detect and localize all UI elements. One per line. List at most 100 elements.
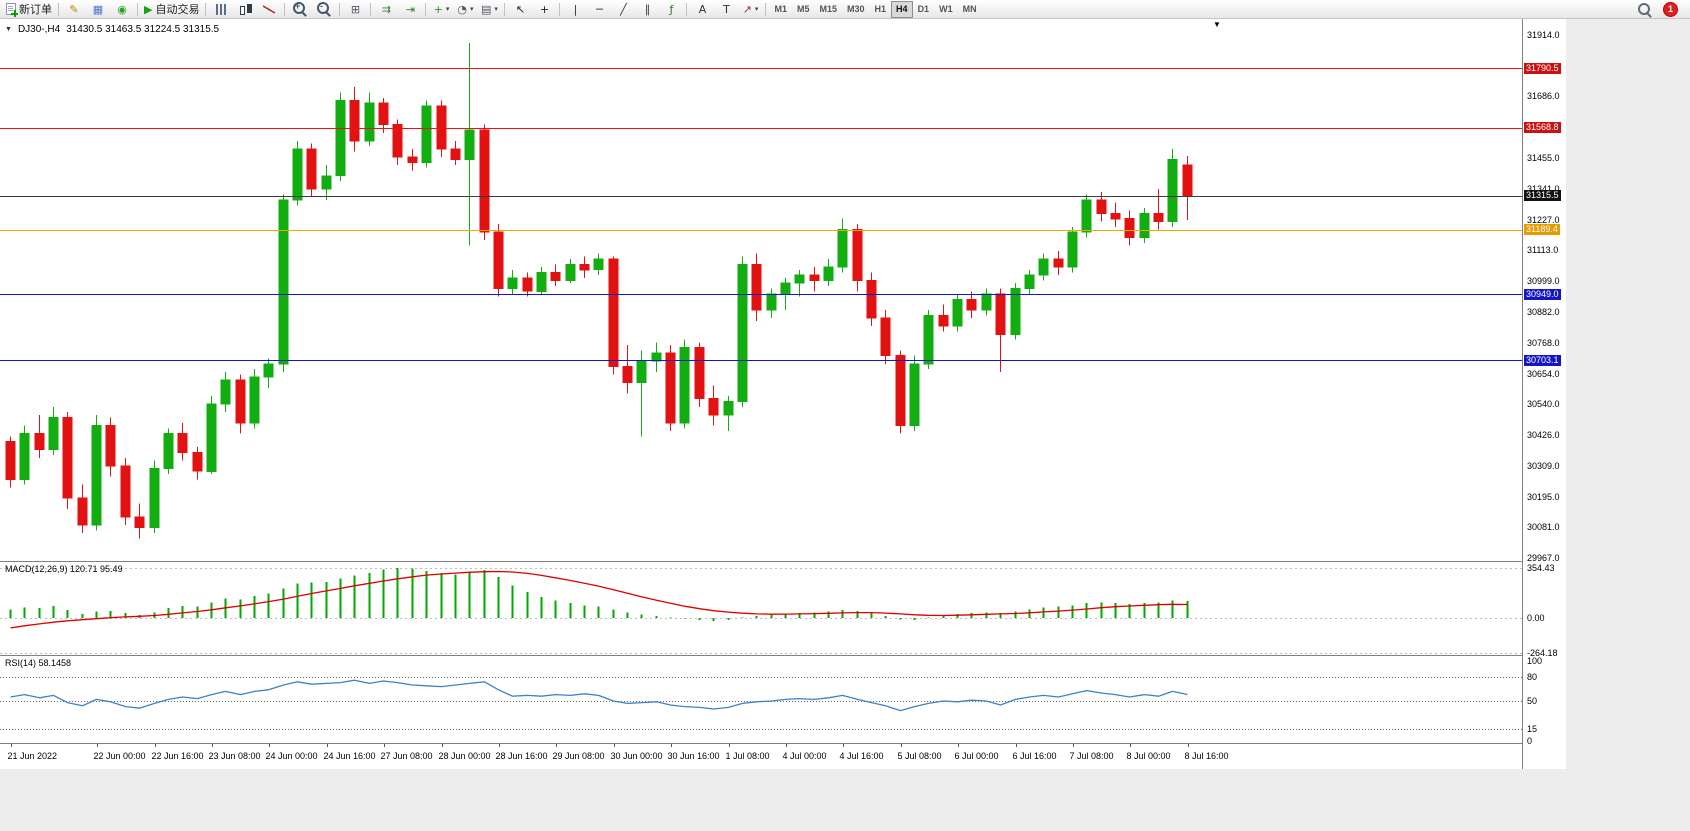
toolbar-separator [686,2,688,16]
time-axis-label: 30 Jun 16:00 [667,751,720,761]
price-axis-tick: 31914.0 [1527,30,1560,40]
metaeditor-button[interactable]: ✎ [62,1,86,18]
channel-button[interactable]: ∥ [635,1,659,18]
time-axis-tick [441,744,443,747]
autotrading-icon: ▶ [144,2,153,16]
bar-chart-icon [215,3,227,15]
time-axis-label: 29 Jun 08:00 [552,751,605,761]
zoom-in-button[interactable] [288,1,312,18]
candlestick-series [5,42,1193,539]
search-button[interactable] [1632,1,1656,18]
toolbar-separator [205,2,207,16]
toolbar-separator [559,2,561,16]
timeframe-d1-button[interactable]: D1 [917,4,930,14]
time-axis-tick [1015,744,1017,747]
zoom-out-icon [316,2,329,14]
bar-chart-button[interactable] [209,1,233,18]
trendline-icon: ╱ [620,2,627,16]
text-label-icon: T [723,2,730,16]
time-axis-label: 27 Jun 08:00 [380,751,433,761]
toolbar-separator [58,2,59,16]
time-axis-label: 22 Jun 16:00 [151,751,204,761]
time-axis-tick [154,744,156,747]
macd-axis-label: 354.43 [1527,563,1555,573]
time-axis-label: 28 Jun 16:00 [495,751,548,761]
chart-ohlc-readout: ▼ DJ30-,H4 31430.5 31463.5 31224.5 31315… [5,24,219,35]
fibonacci-button[interactable]: ƒ [659,1,683,18]
text-button[interactable]: A [690,1,714,18]
templates-button[interactable]: ▤ ▾ [477,1,501,18]
new-order-button[interactable]: 新订单 [3,1,55,18]
chart-symbol-period: DJ30-,H4 [17,24,61,35]
timeframe-m1-button[interactable]: M1 [774,4,787,14]
time-axis-tick [326,744,328,747]
timeframe-m30-button[interactable]: M30 [847,4,865,14]
time-axis-tick [613,744,615,747]
autotrading-button[interactable]: ▶ 自动交易 [141,1,202,18]
autotrading-label: 自动交易 [155,4,200,16]
text-label-button[interactable]: T [714,1,738,18]
chart-shift-button[interactable]: ⇥ [398,1,422,18]
chart-canvas[interactable]: ▼ DJ30-,H4 31430.5 31463.5 31224.5 31315… [0,19,1522,743]
time-axis-tick [1072,744,1074,747]
timeframe-mn-button[interactable]: MN [962,4,977,14]
notification-badge[interactable]: 1 [1663,1,1678,17]
price-axis-tick: 31341.0 [1527,183,1560,194]
time-axis-label: 6 Jul 16:00 [1012,751,1057,761]
rsi-axis-label: 50 [1527,696,1538,706]
signals-icon: ◉ [117,2,127,16]
time-axis[interactable]: 21 Jun 2022 22 Jun 00:00 22 Jun 16:00 23 Ju… [0,743,1522,769]
chevron-down-icon: ▾ [445,5,450,13]
timeframe-m5-button[interactable]: M5 [796,4,810,14]
price-level-badge: 31568.8 [1524,122,1561,134]
horizontal-line-button[interactable]: ─ [587,1,611,18]
time-axis-tick [1129,744,1131,747]
templates-icon: ▤ [481,2,492,16]
auto-scroll-button[interactable]: ⇉ [374,1,398,18]
toolbar-separator [339,2,341,16]
zoom-out-button[interactable] [312,1,336,18]
timeframe-w1-button[interactable]: W1 [939,4,953,14]
cursor-button[interactable]: ↖ [508,1,532,18]
time-axis-label: 8 Jul 00:00 [1126,751,1171,761]
tile-windows-button[interactable]: ⊞ [343,1,367,18]
chart-ohlc-values: 31430.5 31463.5 31224.5 31315.5 [66,24,220,35]
chart-shift-marker-icon[interactable]: ▼ [1213,20,1221,29]
arrows-button[interactable]: ↗ ▾ [738,1,762,18]
periods-button[interactable]: ◔ ▾ [453,1,477,18]
toolbar-separator [425,2,427,16]
time-axis-label: 4 Jul 00:00 [782,751,827,761]
time-axis-label: 28 Jun 00:00 [438,751,491,761]
price-level-badge: 31315.5 [1524,190,1561,202]
price-axis-tick: 31113.0 [1527,245,1559,256]
trendline-button[interactable]: ╱ [611,1,635,18]
timeframe-m15-button[interactable]: M15 [819,4,838,14]
line-chart-button[interactable] [257,1,281,18]
price-level-badge: 31189.4 [1524,224,1560,236]
price-axis-tick: 31455.0 [1527,153,1560,164]
toolbar-separator [284,2,286,16]
indicators-button[interactable]: + ▾ [429,1,453,18]
time-axis-label: 23 Jun 08:00 [208,751,261,761]
time-axis-tick [211,744,213,747]
price-axis[interactable]: 31914.0 31790.5 31686.0 31568.8 31455.0 31341… [1522,19,1566,769]
text-icon: A [698,2,707,16]
crosshair-button[interactable]: + [532,1,556,18]
zoom-in-icon [292,2,305,14]
new-order-icon [6,3,18,17]
signals-button[interactable]: ◉ [110,1,134,18]
time-axis-label: 22 Jun 00:00 [93,751,146,761]
arrows-icon: ↗ [742,2,752,16]
crosshair-icon: + [539,2,550,16]
market-button[interactable]: ▦ [86,1,110,18]
timeframe-h1-button[interactable]: H1 [874,4,887,14]
timeframe-h4-button[interactable]: H4 [891,0,913,18]
time-axis-label: 30 Jun 00:00 [610,751,663,761]
auto-scroll-icon: ⇉ [381,2,392,16]
candlestick-chart-button[interactable] [233,1,257,18]
time-axis-tick [1187,744,1189,747]
chart-svg [0,42,1522,730]
vertical-line-button[interactable]: | [563,1,587,18]
candlestick-chart-icon [239,3,252,15]
